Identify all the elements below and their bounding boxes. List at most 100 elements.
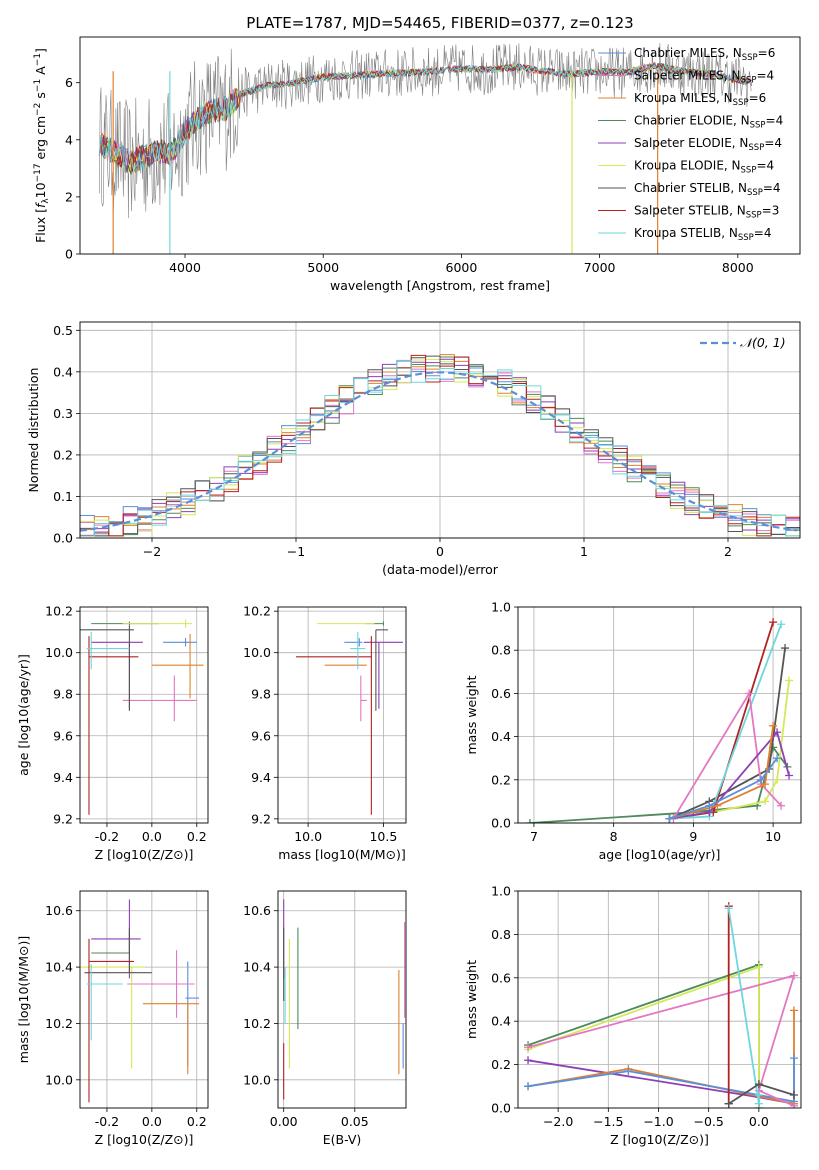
legend-sub: SSP bbox=[738, 233, 754, 243]
weight-marker bbox=[785, 676, 794, 685]
x-axis-label-age-mass: mass [log10(M/M⊙)] bbox=[278, 847, 406, 862]
frame-mass-Z bbox=[79, 890, 209, 1109]
legend-value: =4 bbox=[763, 181, 781, 195]
legend-sub: SSP bbox=[741, 76, 757, 86]
weight-marker bbox=[524, 1056, 533, 1065]
x-tick-label: 10.5 bbox=[369, 829, 397, 844]
legend-text: Chabrier STELIB, N bbox=[634, 181, 747, 195]
legend-text: Kroupa STELIB, N bbox=[634, 226, 738, 240]
weight-marker bbox=[724, 1099, 733, 1108]
y-axis-label-mass-Z: mass [log10(M/M⊙)] bbox=[16, 936, 31, 1064]
weight-line bbox=[669, 647, 786, 820]
x-tick-label: 9 bbox=[689, 829, 697, 844]
weight-marker bbox=[777, 801, 786, 810]
legend-value: =4 bbox=[764, 136, 782, 150]
frame-spectrum bbox=[79, 36, 801, 255]
weight-marker bbox=[781, 644, 790, 653]
x-tick-label: 0.05 bbox=[341, 1114, 369, 1129]
model-spectrum-line bbox=[98, 63, 752, 173]
y-tick-label: 1.0 bbox=[491, 600, 511, 615]
legend-value: =4 bbox=[754, 226, 772, 240]
grid-age-Z bbox=[80, 607, 208, 823]
frame-mass-EBV bbox=[277, 890, 407, 1109]
spectrum-lines bbox=[98, 43, 752, 254]
weight-marker bbox=[789, 1090, 798, 1099]
legend-value: =4 bbox=[766, 114, 784, 128]
y-tick-label: 0.5 bbox=[53, 323, 73, 338]
y-tick-label: 1.0 bbox=[491, 884, 511, 899]
axes-spectrum: 4000 5000 6000 7000 8000 0 2 4 6 bbox=[65, 75, 754, 275]
y-tick-label: 9.2 bbox=[251, 811, 271, 826]
y-tick-label: 4 bbox=[65, 132, 73, 147]
y-tick-label: 10.0 bbox=[45, 645, 73, 660]
legend-value: =4 bbox=[756, 159, 774, 173]
x-axis-label-mass-Z: Z [log10(Z/Z⊙)] bbox=[95, 1132, 194, 1147]
x-tick-label: 7 bbox=[530, 829, 538, 844]
legend-entry: Kroupa ELODIE, NSSP=4 bbox=[634, 159, 774, 176]
weight-line bbox=[672, 690, 782, 820]
x-axis-label-residuals: (data-model)/error bbox=[382, 562, 499, 577]
weight-line bbox=[669, 730, 790, 820]
y-tick-label: 0.2 bbox=[491, 772, 511, 787]
y-tick-label: 9.6 bbox=[251, 728, 271, 743]
x-tick-label: 0.2 bbox=[187, 829, 207, 844]
y-tick-label: 9.2 bbox=[53, 811, 73, 826]
y-tick-label: 10.2 bbox=[45, 1016, 73, 1031]
weight-marker bbox=[789, 1006, 798, 1015]
y-tick-label: 0.8 bbox=[491, 927, 511, 942]
y-tick-label: 0 bbox=[65, 247, 73, 262]
x-tick-label: 4000 bbox=[169, 260, 201, 275]
weight-marker bbox=[773, 728, 782, 737]
x-tick-label: 2 bbox=[724, 544, 732, 559]
y-tick-label: 0.6 bbox=[491, 970, 511, 985]
weight-marker bbox=[761, 780, 770, 789]
y-axis-label-weight-age: mass weight bbox=[464, 675, 479, 754]
y-tick-label: 0.0 bbox=[491, 816, 511, 831]
weight-marker bbox=[789, 1054, 798, 1063]
x-tick-label: 10.0 bbox=[294, 829, 322, 844]
weight-marker bbox=[789, 1101, 798, 1108]
y-tick-label: 10.2 bbox=[243, 604, 271, 619]
axes-weight-age: 7 8 9 10 0.0 0.2 0.4 0.6 0.8 1.0 bbox=[491, 600, 801, 844]
weight-marker bbox=[773, 754, 782, 763]
axes-age-mass: 10.0 10.5 9.2 9.4 9.6 9.8 10.0 10.2 bbox=[243, 604, 406, 844]
weight-marker bbox=[754, 962, 763, 971]
legend-text: Salpeter ELODIE, N bbox=[634, 136, 748, 150]
frame-age-Z bbox=[79, 606, 209, 824]
legend-value: =6 bbox=[758, 46, 776, 60]
weight-marker bbox=[769, 721, 778, 730]
legend-sub: SSP bbox=[750, 121, 766, 131]
y-tick-label: 9.8 bbox=[251, 687, 271, 702]
y-tick-label: 10.6 bbox=[45, 903, 73, 918]
weight-marker bbox=[724, 904, 733, 913]
histogram-step bbox=[80, 359, 800, 537]
weight-line bbox=[669, 757, 778, 820]
legend-entry: Salpeter ELODIE, NSSP=4 bbox=[634, 136, 782, 153]
weight-marker bbox=[713, 801, 722, 810]
y-axis-label-age-Z: age [log10(age/yr)] bbox=[16, 654, 31, 776]
plots-layer: 4000 5000 6000 7000 8000 0 2 4 6 wavelength [Angs… bbox=[16, 36, 802, 1147]
weight-line bbox=[527, 974, 796, 1107]
legend-entry: Kroupa MILES, NSSP=6 bbox=[634, 91, 766, 108]
model-spectrum-line bbox=[98, 63, 752, 173]
x-axis-label-age-Z: Z [log10(Z/Z⊙)] bbox=[95, 847, 194, 862]
x-tick-label: -0.2 bbox=[95, 829, 119, 844]
x-tick-label: 6000 bbox=[446, 260, 478, 275]
model-spectrum-line bbox=[98, 62, 752, 175]
legend-entry: Salpeter MILES, NSSP=4 bbox=[634, 69, 774, 86]
weight-marker bbox=[777, 620, 786, 629]
weight-marker bbox=[525, 819, 534, 823]
legend-sub: SSP bbox=[746, 211, 762, 221]
x-tick-label: −2 bbox=[143, 544, 161, 559]
legend-entry: Chabrier STELIB, NSSP=4 bbox=[634, 181, 781, 198]
legend-text: Kroupa MILES, N bbox=[634, 91, 733, 105]
weight-marker bbox=[754, 1099, 763, 1108]
weight-marker bbox=[754, 1080, 763, 1089]
axes-mass-Z: -0.2 0.0 0.2 10.0 10.2 10.4 10.6 bbox=[45, 891, 208, 1129]
x-tick-label: 5000 bbox=[307, 260, 339, 275]
legend-text: Salpeter MILES, N bbox=[634, 69, 741, 83]
x-tick-label: 1 bbox=[580, 544, 588, 559]
x-tick-label: 8000 bbox=[722, 260, 754, 275]
x-tick-label: -0.2 bbox=[95, 1114, 119, 1129]
